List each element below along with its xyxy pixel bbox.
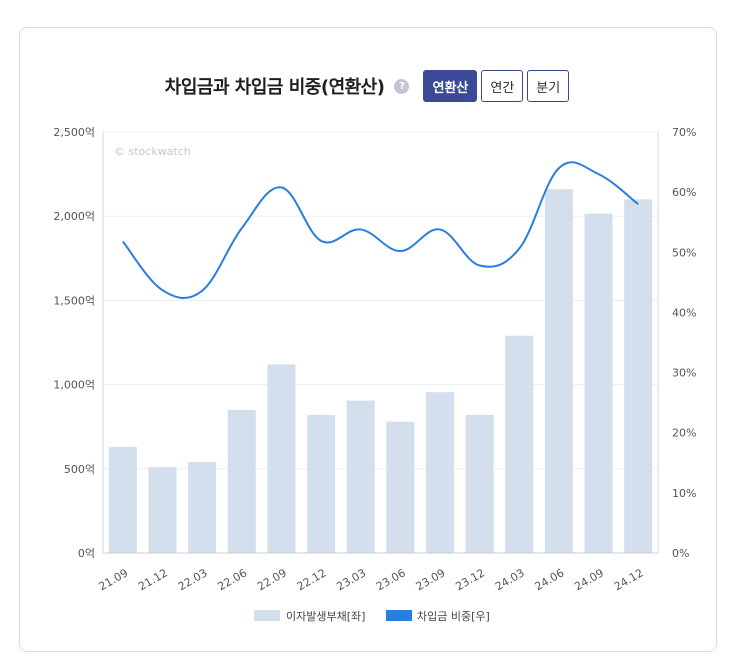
left-tick-label: 1,000억 xyxy=(53,379,95,392)
bar[interactable] xyxy=(108,446,137,553)
legend-label-line[interactable]: 차입금 비중[우] xyxy=(417,610,490,623)
tab-annualized[interactable]: 연환산 xyxy=(423,70,478,102)
bar-series xyxy=(108,189,653,554)
left-tick-label: 1,500억 xyxy=(53,294,95,307)
x-tick-label: 23.06 xyxy=(374,566,408,593)
legend-swatch-bar[interactable] xyxy=(254,610,280,621)
x-tick-label: 23.03 xyxy=(334,566,368,593)
x-tick-label: 24.09 xyxy=(572,566,606,593)
bar[interactable] xyxy=(624,199,653,554)
ratio-line[interactable] xyxy=(122,161,639,299)
legend-swatch-line[interactable] xyxy=(386,610,412,621)
right-tick-label: 0% xyxy=(672,547,689,560)
legend-label-bar[interactable]: 이자발생부채[좌] xyxy=(286,610,365,623)
right-tick-label: 20% xyxy=(672,427,696,440)
bar[interactable] xyxy=(386,421,415,553)
x-tick-label: 22.12 xyxy=(295,566,329,593)
x-tick-label: 22.03 xyxy=(176,566,210,593)
chart-title: 차입금과 차입금 비중(연환산) xyxy=(164,77,385,98)
bar[interactable] xyxy=(346,400,375,553)
x-tick-label: 24.03 xyxy=(493,566,527,593)
left-tick-label: 500억 xyxy=(64,463,95,476)
x-tick-label: 23.09 xyxy=(414,566,448,593)
bar[interactable] xyxy=(148,467,177,553)
right-tick-label: 50% xyxy=(672,246,696,259)
right-tick-label: 60% xyxy=(672,186,696,199)
tab-quarterly[interactable]: 분기 xyxy=(527,70,570,102)
bar[interactable] xyxy=(307,414,336,553)
grid-lines xyxy=(103,131,658,554)
x-tick-label: 24.06 xyxy=(533,566,567,593)
bar[interactable] xyxy=(505,335,534,553)
right-tick-label: 40% xyxy=(672,306,696,319)
x-tick-label: 23.12 xyxy=(453,566,487,593)
bar[interactable] xyxy=(584,213,613,553)
watermark: © stockwatch xyxy=(114,145,191,158)
bar[interactable] xyxy=(465,414,494,553)
help-icon[interactable]: ? xyxy=(394,78,410,94)
bar[interactable] xyxy=(227,409,256,553)
bar[interactable] xyxy=(425,392,454,553)
chart-header: 차입금과 차입금 비중(연환산) ? 연환산 연간 분기 xyxy=(20,68,718,104)
tab-annual[interactable]: 연간 xyxy=(481,70,524,102)
x-tick-label: 24.12 xyxy=(612,566,646,593)
legend: 이자발생부채[좌] 차입금 비중[우] xyxy=(254,610,490,623)
right-tick-label: 70% xyxy=(672,126,696,139)
left-tick-label: 0억 xyxy=(78,547,95,560)
bar[interactable] xyxy=(544,189,573,554)
x-tick-label: 22.06 xyxy=(215,566,249,593)
bar[interactable] xyxy=(188,462,217,553)
left-tick-label: 2,500억 xyxy=(53,126,95,139)
x-tick-label: 21.12 xyxy=(136,566,170,593)
right-tick-label: 10% xyxy=(672,487,696,500)
x-tick-label: 21.09 xyxy=(97,566,131,593)
right-tick-label: 30% xyxy=(672,367,696,380)
x-tick-label: 22.09 xyxy=(255,566,289,593)
left-tick-label: 2,000억 xyxy=(53,210,95,223)
bar[interactable] xyxy=(267,364,296,553)
